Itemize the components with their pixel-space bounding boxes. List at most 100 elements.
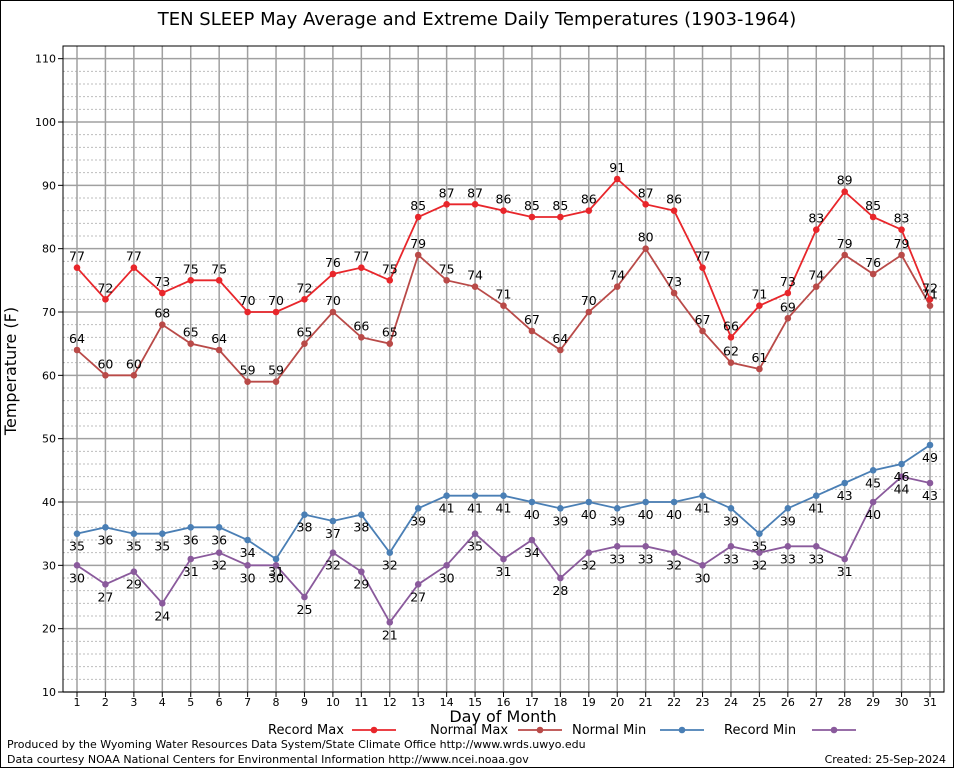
record-min-point [670, 549, 678, 556]
normal-min-data-label: 40 [581, 507, 597, 522]
record-max-data-label: 76 [325, 255, 341, 270]
record-min-point [585, 549, 593, 556]
record-min-data-label: 32 [581, 558, 597, 573]
record-min-data-label: 40 [865, 507, 881, 522]
normal-min-data-label: 35 [69, 539, 85, 554]
normal-max-point [471, 283, 479, 290]
record-min-point [642, 543, 649, 550]
normal-max-point [699, 327, 706, 335]
x-tick-label: 25 [752, 696, 766, 709]
normal-min-point [215, 524, 223, 531]
normal-min-data-label: 38 [297, 520, 313, 535]
normal-min-data-label: 35 [751, 539, 767, 554]
record-max-data-label: 75 [211, 261, 227, 276]
credit-line-1: Produced by the Wyoming Water Resources … [7, 738, 586, 751]
x-tick-label: 8 [273, 696, 280, 709]
record-max-point [557, 213, 564, 221]
y-tick-label: 30 [42, 559, 56, 572]
record-max-data-label: 70 [268, 293, 284, 308]
record-min-point [471, 530, 479, 537]
normal-max-data-label: 59 [268, 363, 284, 378]
record-max-point [301, 296, 308, 303]
normal-max-point [386, 340, 394, 347]
record-max-point [443, 201, 450, 208]
record-max-data-label: 72 [297, 280, 313, 295]
normal-max-data-label: 65 [183, 325, 199, 340]
normal-min-point [386, 549, 394, 556]
y-tick-label: 100 [35, 116, 56, 129]
x-tick-label: 30 [895, 696, 909, 709]
record-min-data-label: 33 [780, 551, 796, 566]
record-min-data-label: 44 [894, 482, 910, 497]
normal-max-point [898, 251, 905, 259]
normal-max-data-label: 71 [496, 287, 512, 302]
normal-min-data-label: 37 [325, 526, 341, 541]
normal-max-point [244, 378, 251, 385]
record-max-point [585, 207, 593, 214]
record-max-data-label: 77 [126, 249, 142, 264]
y-tick-label: 40 [42, 496, 56, 509]
record-min-point [159, 600, 166, 607]
normal-min-point [812, 492, 820, 499]
normal-min-data-label: 34 [240, 545, 256, 560]
normal-min-data-label: 32 [382, 558, 398, 573]
normal-min-data-label: 49 [922, 450, 938, 465]
x-tick-label: 20 [610, 696, 624, 709]
normal-min-point [159, 530, 166, 537]
normal-max-data-label: 64 [552, 331, 568, 346]
record-max-data-label: 77 [695, 249, 711, 264]
record-max-data-label: 87 [467, 185, 483, 200]
normal-min-point [898, 460, 905, 468]
normal-min-data-label: 45 [865, 475, 881, 490]
normal-max-point [73, 346, 81, 354]
normal-max-point [642, 245, 649, 252]
record-min-data-label: 30 [240, 570, 256, 585]
record-min-point [841, 555, 848, 563]
normal-min-data-label: 43 [837, 488, 853, 503]
record-min-data-label: 33 [609, 551, 625, 566]
normal-min-point [784, 505, 792, 512]
y-axis-ticks: 10 20 30 40 50 60 70 80 90 100 110 [35, 53, 63, 699]
record-max-data-label: 86 [666, 192, 682, 207]
record-max-point [73, 264, 81, 271]
record-max-data-label: 72 [922, 280, 938, 295]
record-max-data-label: 77 [69, 249, 85, 264]
record-min-point [130, 568, 138, 575]
record-max-data-label: 70 [240, 293, 256, 308]
normal-min-point [73, 530, 81, 537]
normal-min-point [869, 467, 877, 474]
record-min-data-label: 31 [183, 564, 199, 579]
normal-max-data-label: 79 [837, 236, 853, 251]
y-tick-label: 80 [42, 243, 56, 256]
x-tick-label: 9 [301, 696, 308, 709]
x-tick-label: 19 [582, 696, 596, 709]
normal-max-data-label: 60 [126, 356, 142, 371]
normal-min-point [841, 479, 848, 487]
normal-max-point [784, 315, 792, 322]
x-tick-label: 23 [696, 696, 710, 709]
normal-min-data-label: 41 [467, 501, 483, 516]
record-max-point [528, 213, 536, 221]
record-max-data-label: 85 [410, 198, 426, 213]
normal-max-point [102, 372, 109, 379]
record-max-data-label: 85 [524, 198, 540, 213]
record-max-point [898, 226, 905, 233]
record-min-data-label: 33 [808, 551, 824, 566]
normal-max-point [613, 283, 621, 290]
normal-max-point [557, 346, 564, 354]
normal-min-point [500, 492, 507, 499]
record-max-point [642, 201, 649, 208]
record-min-point [557, 574, 564, 582]
normal-max-point [926, 302, 934, 309]
normal-max-data-label: 65 [297, 325, 313, 340]
x-tick-label: 13 [411, 696, 425, 709]
record-max-data-label: 75 [183, 261, 199, 276]
record-min-data-label: 27 [97, 589, 113, 604]
record-max-point [159, 289, 166, 297]
record-min-data-label: 24 [154, 608, 170, 623]
x-tick-label: 6 [216, 696, 223, 709]
normal-max-data-label: 71 [922, 287, 938, 302]
x-tick-label: 26 [781, 696, 795, 709]
record-min-point [272, 562, 280, 569]
normal-min-data-label: 36 [97, 532, 113, 547]
